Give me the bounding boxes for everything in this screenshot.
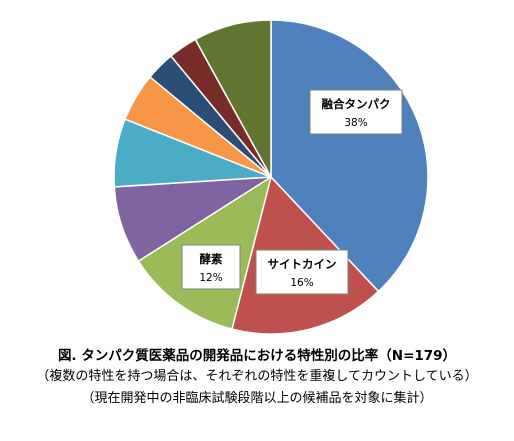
slice-label-2: 酵素 12% [181, 244, 241, 290]
pie-slice-0 [270, 19, 429, 293]
slice-label-box-0 [309, 89, 403, 135]
slice-label-value-0: 38% [344, 117, 367, 129]
slice-label-value-2: 12% [199, 272, 222, 284]
figure-caption: 図. タンパク質医薬品の開発品における特性別の比率（N=179） （複数の特性を… [0, 346, 514, 410]
pie-chart: 融合タンパク 38% サイトカイン 16% 酵素 12% [113, 19, 429, 335]
caption-note-scope: （現在開発中の非臨床試験段階以上の候補品を対象に集計） [81, 391, 433, 406]
slice-label-1: サイトカイン 16% [255, 249, 349, 295]
slice-label-value-1: 16% [290, 277, 313, 289]
slice-label-0: 融合タンパク 38% [309, 89, 403, 135]
slice-label-box-1 [255, 249, 349, 295]
caption-title: 図. タンパク質医薬品の開発品における特性別の比率（N=179） [57, 348, 457, 364]
pie-slice-8 [194, 19, 272, 178]
slice-label-box-2 [181, 244, 241, 290]
caption-note-duplicate-count: （複数の特性を持つ場合は、それぞれの特性を重複してカウントしている） [36, 369, 478, 384]
slice-label-name-0: 融合タンパク [322, 97, 391, 111]
slice-label-name-1: サイトカイン [268, 257, 337, 271]
pie-chart-svg: 融合タンパク 38% サイトカイン 16% 酵素 12% [113, 19, 429, 335]
slice-label-name-2: 酵素 [200, 252, 223, 266]
